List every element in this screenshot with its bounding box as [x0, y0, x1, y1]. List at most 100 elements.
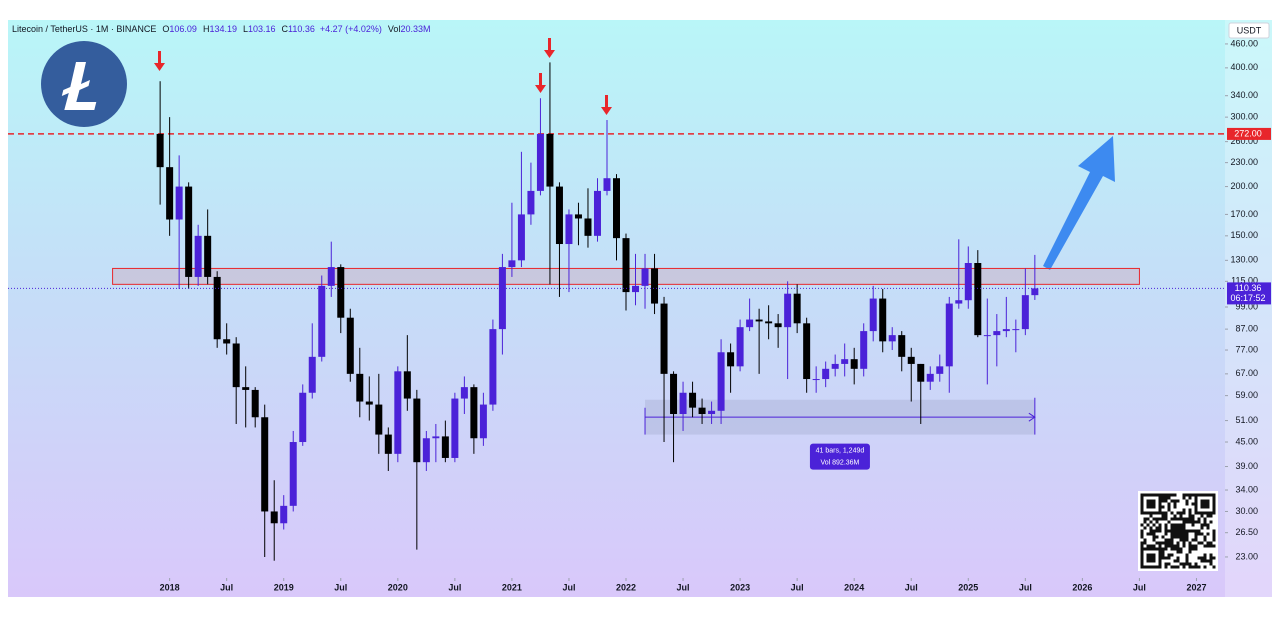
qr-cell — [1200, 526, 1204, 530]
x-tick-label: Jul — [791, 582, 804, 592]
candle-body — [660, 303, 668, 374]
qr-cell — [1158, 511, 1162, 515]
qr-cell — [1158, 523, 1162, 527]
candle-body — [670, 373, 678, 414]
qr-cell — [1152, 535, 1156, 539]
candle-body — [223, 339, 231, 344]
candle-body — [736, 327, 744, 367]
qr-cell — [1191, 565, 1195, 569]
y-tick-label: 340.00 — [1230, 90, 1258, 100]
candle-body — [698, 407, 706, 414]
qr-cell — [1152, 499, 1156, 503]
candle-body — [746, 319, 754, 328]
candle-body — [356, 373, 364, 402]
x-tick-label: Jul — [562, 582, 575, 592]
qr-cell — [1140, 559, 1144, 563]
candle-body — [204, 235, 212, 277]
qr-cell — [1164, 544, 1168, 548]
qr-cell — [1206, 544, 1210, 548]
qr-cell — [1152, 565, 1156, 569]
candle-body — [926, 373, 934, 382]
qr-cell — [1191, 520, 1195, 524]
qr-cell — [1140, 550, 1144, 554]
qr-cell — [1158, 562, 1162, 566]
qr-cell — [1176, 499, 1180, 503]
candle-body — [460, 387, 468, 399]
qr-cell — [1161, 505, 1165, 509]
qr-cell — [1206, 499, 1210, 503]
qr-cell — [1158, 553, 1162, 557]
qr-code — [1138, 491, 1218, 571]
qr-cell — [1152, 505, 1156, 509]
qr-cell — [1140, 505, 1144, 509]
qr-cell — [1188, 565, 1192, 569]
qr-cell — [1200, 532, 1204, 536]
qr-cell — [1164, 541, 1168, 545]
currency-box — [1228, 22, 1270, 39]
qr-cell — [1158, 496, 1162, 500]
qr-cell — [1170, 499, 1174, 503]
qr-cell — [1164, 547, 1168, 551]
qr-cell — [1194, 532, 1198, 536]
qr-cell — [1212, 532, 1216, 536]
qr-cell — [1182, 565, 1186, 569]
qr-cell — [1176, 532, 1180, 536]
qr-cell — [1191, 529, 1195, 533]
qr-cell — [1203, 502, 1207, 506]
qr-cell — [1185, 517, 1189, 521]
candle-body — [289, 442, 297, 506]
qr-cell — [1173, 535, 1177, 539]
qr-cell — [1170, 532, 1174, 536]
qr-cell — [1206, 559, 1210, 563]
qr-cell — [1185, 535, 1189, 539]
qr-cell — [1203, 517, 1207, 521]
qr-cell — [1140, 502, 1144, 506]
qr-cell — [1179, 511, 1183, 515]
qr-cell — [1170, 565, 1174, 569]
candle-body — [194, 235, 202, 277]
qr-cell — [1152, 502, 1156, 506]
qr-cell — [1155, 526, 1159, 530]
qr-cell — [1149, 502, 1153, 506]
qr-cell — [1209, 514, 1213, 518]
qr-cell — [1182, 508, 1186, 512]
qr-cell — [1161, 499, 1165, 503]
candle-body — [993, 331, 1001, 336]
qr-cell — [1164, 511, 1168, 515]
qr-cell — [1143, 526, 1147, 530]
qr-cell — [1155, 535, 1159, 539]
y-tick-label: 23.00 — [1235, 551, 1258, 561]
candle-body — [394, 371, 402, 454]
candle-body — [365, 401, 373, 405]
projection-arrow — [1043, 136, 1115, 270]
qr-cell — [1212, 499, 1216, 503]
qr-cell — [1206, 541, 1210, 545]
candle-body — [708, 410, 716, 414]
qr-cell — [1140, 508, 1144, 512]
qr-cell — [1197, 520, 1201, 524]
y-tick-label: 39.00 — [1235, 461, 1258, 471]
qr-cell — [1161, 493, 1165, 497]
qr-cell — [1161, 550, 1165, 554]
qr-cell — [1173, 502, 1177, 506]
qr-cell — [1146, 499, 1150, 503]
candle-body — [441, 436, 449, 458]
qr-cell — [1158, 508, 1162, 512]
qr-cell — [1200, 511, 1204, 515]
qr-cell — [1182, 523, 1186, 527]
qr-cell — [1167, 541, 1171, 545]
qr-cell — [1182, 532, 1186, 536]
qr-cell — [1203, 556, 1207, 560]
x-tick-label: 2018 — [160, 582, 180, 592]
qr-cell — [1173, 499, 1177, 503]
qr-cell — [1164, 565, 1168, 569]
candle-body — [717, 352, 725, 411]
qr-cell — [1143, 547, 1147, 551]
qr-cell — [1209, 553, 1213, 557]
candle-body — [451, 398, 459, 458]
qr-cell — [1161, 553, 1165, 557]
candle-body — [242, 387, 250, 390]
qr-cell — [1167, 562, 1171, 566]
qr-cell — [1188, 508, 1192, 512]
qr-cell — [1185, 502, 1189, 506]
